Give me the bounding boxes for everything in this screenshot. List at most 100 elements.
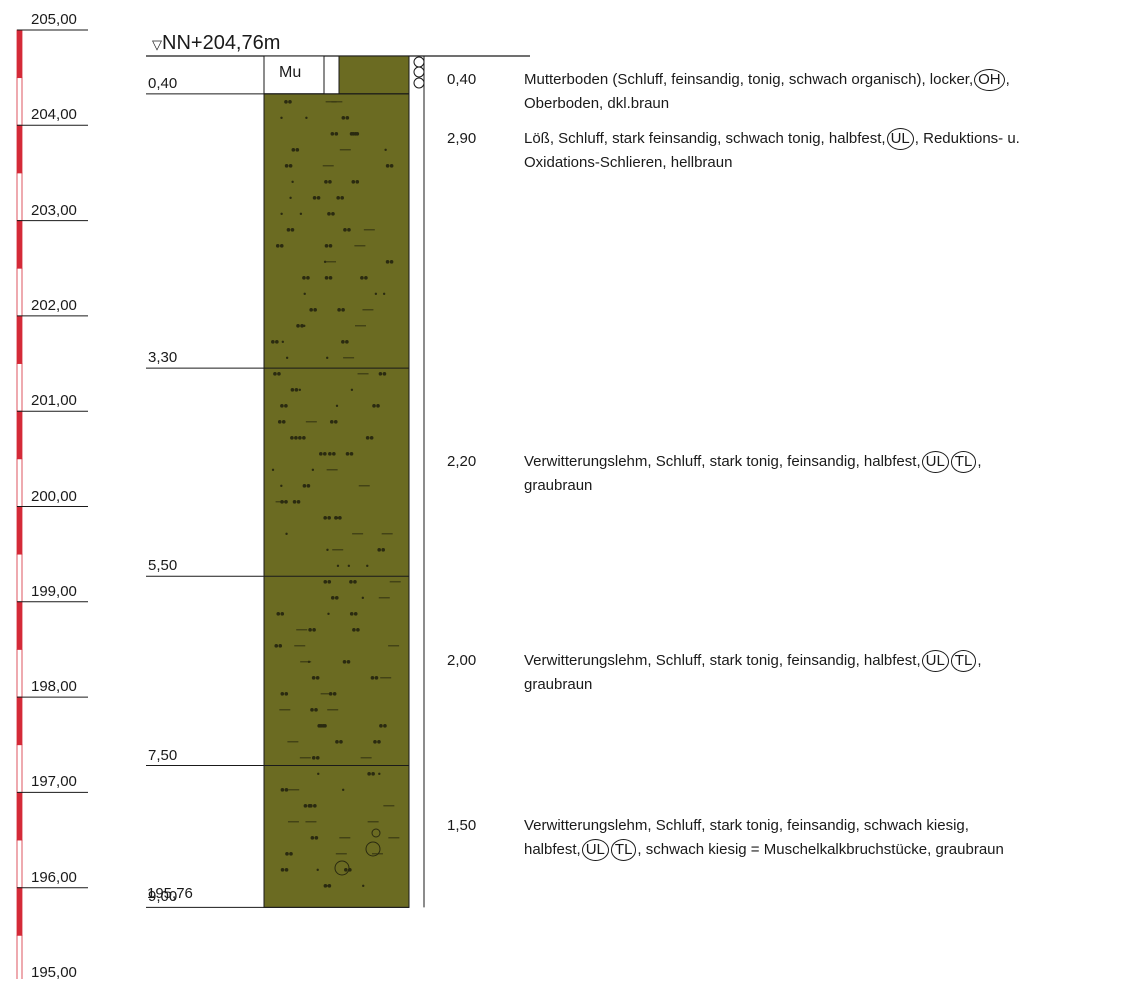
texture-dot (289, 196, 292, 200)
scale-segment-white (16, 363, 23, 412)
texture-dot (334, 516, 338, 520)
scale-label: 204,00 (31, 106, 77, 124)
texture-dot (335, 404, 339, 408)
texture-dot (337, 308, 341, 312)
texture-dot (323, 260, 327, 264)
texture-dot (333, 420, 338, 424)
texture-dot (327, 516, 331, 520)
texture-dot (334, 596, 339, 600)
scale-segment-red (16, 696, 23, 746)
texture-dot (330, 132, 335, 136)
texture-dot (367, 772, 371, 776)
topsoil-box (263, 55, 325, 95)
scale-label: 195,00 (31, 964, 77, 981)
texture-dot (340, 196, 344, 200)
topsoil-fill (338, 55, 410, 95)
description-text: , (1005, 71, 1010, 88)
texture-dot (364, 276, 368, 280)
scale-segment-red (16, 601, 23, 650)
texture-dot (377, 740, 381, 744)
texture-dot (280, 212, 283, 216)
texture-dot (292, 500, 297, 504)
texture-dot (339, 740, 343, 744)
depth-label: 3,30 (148, 349, 178, 367)
texture-dot (280, 612, 285, 616)
texture-dot (303, 804, 308, 808)
bottom-elevation-label: 195,76 (147, 885, 193, 902)
texture-dot (343, 228, 347, 232)
soil-group-symbol: OH (974, 69, 1005, 92)
texture-dot (281, 340, 285, 344)
texture-dot (324, 276, 329, 280)
ground-level-label: ▽NN+204,76m (152, 32, 281, 54)
texture-dot (309, 804, 313, 808)
texture-dot (382, 292, 386, 296)
texture-dot (328, 452, 332, 456)
texture-dot (310, 708, 314, 712)
texture-dot (338, 516, 342, 520)
texture-dot (324, 180, 328, 184)
texture-dot (353, 612, 358, 616)
texture-dot (326, 548, 329, 552)
layer-description: Mutterboden (Schluff, feinsandig, tonig,… (524, 68, 1010, 116)
texture-dot (341, 308, 345, 312)
texture-dot (379, 724, 383, 728)
description-text: , Reduktions- u. (914, 130, 1020, 147)
texture-dot (313, 804, 317, 808)
texture-dot (290, 388, 295, 392)
depth-label: 7,50 (148, 746, 178, 764)
texture-dot (355, 132, 360, 136)
texture-dot (290, 436, 294, 440)
texture-dot (323, 452, 327, 456)
texture-dot (374, 292, 378, 296)
layer-thickness: 2,20 (447, 453, 477, 471)
depth-label: 0,40 (148, 74, 178, 92)
texture-dot (298, 436, 302, 440)
soil-group-symbol: UL (921, 649, 949, 672)
texture-dot (327, 212, 331, 216)
scale-label: 205,00 (31, 11, 77, 28)
texture-dot (303, 292, 306, 296)
soil-group-symbol: TL (610, 839, 637, 862)
texture-dot (276, 612, 281, 616)
texture-dot (285, 532, 288, 536)
texture-dot (356, 628, 360, 632)
scale-label: 196,00 (31, 868, 77, 886)
texture-dot (345, 116, 350, 120)
scale-segment-red (16, 124, 23, 174)
sample-circle (413, 77, 425, 89)
scale-segment-white (16, 458, 23, 507)
scale-label: 200,00 (31, 487, 77, 505)
topsoil-symbol: Mu (279, 64, 302, 81)
scale-segment-white (16, 649, 23, 698)
texture-dot (378, 372, 383, 376)
texture-dot (295, 148, 300, 152)
texture-dot (311, 676, 316, 680)
layer-description: Verwitterungslehm, Schluff, stark tonig,… (524, 450, 981, 498)
texture-dot (346, 660, 351, 664)
texture-dot (389, 164, 394, 168)
texture-dot (370, 676, 375, 680)
layer-thickness: 1,50 (447, 817, 477, 835)
texture-dot (314, 836, 319, 840)
texture-dot (378, 772, 381, 776)
soil-group-symbol: TL (950, 451, 977, 474)
texture-dot (347, 564, 351, 568)
sample-circle (413, 56, 425, 68)
texture-dot (303, 324, 306, 328)
texture-dot (280, 692, 285, 696)
texture-dot (317, 772, 320, 776)
texture-dot (329, 420, 334, 424)
soil-group-symbol: UL (886, 128, 914, 151)
texture-dot (278, 644, 283, 648)
texture-dot (382, 372, 387, 376)
texture-dot (323, 580, 328, 584)
texture-dot (385, 164, 390, 168)
texture-dot (294, 436, 298, 440)
texture-dot (351, 180, 356, 184)
texture-dot (314, 708, 318, 712)
description-text: Verwitterungslehm, Schluff, stark tonig,… (524, 817, 969, 835)
description-text: Oxidations-Schlieren, hellbraun (524, 154, 733, 171)
texture-dot (291, 180, 294, 184)
